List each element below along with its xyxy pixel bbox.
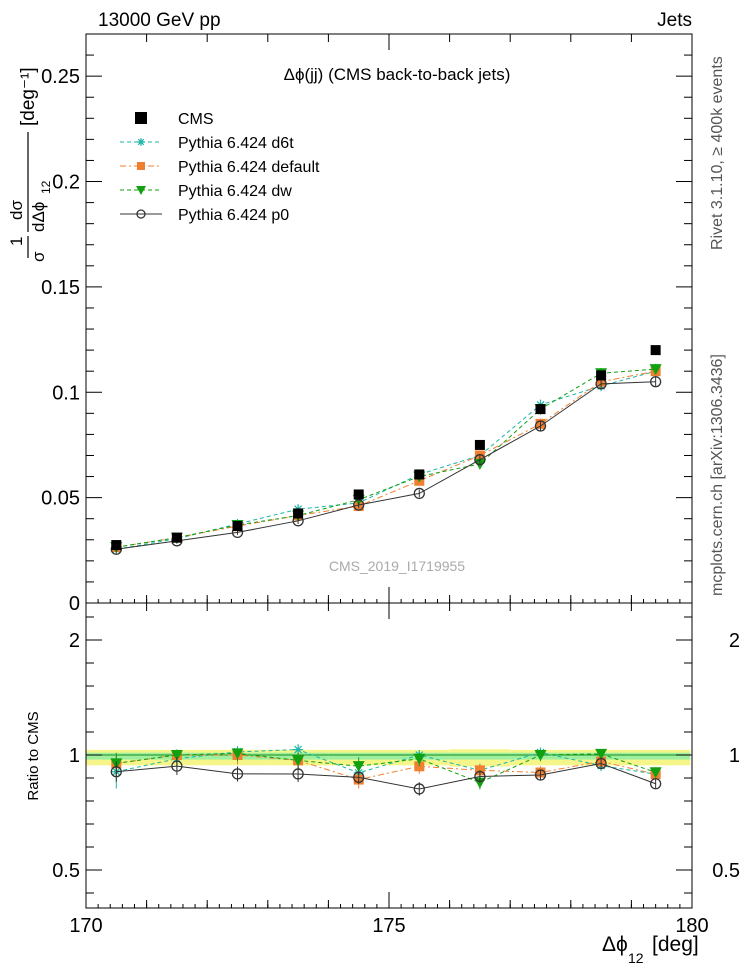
x-tick-label: 175 [372, 915, 405, 937]
ratio-point-pythia-6-424-p0 [292, 768, 304, 780]
ratio-line-pythia-6-424-dw [116, 752, 656, 784]
xlabel-sub: 12 [628, 950, 644, 966]
ratio-line-pythia-6-424-p0 [116, 763, 656, 790]
series-point-pythia-6-424-dw [649, 364, 662, 376]
ratio-band-inner [628, 752, 691, 760]
analysis-watermark: CMS_2019_I1719955 [329, 558, 465, 574]
header-left: 13000 GeV pp [98, 10, 221, 31]
ratio-point-pythia-6-424-p0 [595, 757, 607, 770]
header-right: Jets [657, 10, 692, 31]
ratio-tick-label-right: 2 [729, 630, 740, 652]
legend-label: Pythia 6.424 default [178, 159, 320, 176]
cms-data-point [171, 532, 182, 543]
cms-data-point [232, 521, 243, 532]
ratio-point-pythia-6-424-p0 [231, 768, 244, 780]
ratio-point-pythia-6-424-p0 [171, 760, 183, 772]
y-tick-label: 0.25 [41, 66, 80, 88]
series-point-pythia-6-424-p0 [649, 376, 662, 388]
ratio-band-inner [449, 752, 511, 760]
y-tick-label: 0.15 [41, 277, 80, 299]
ylabel-ddphi: dΔϕ [29, 202, 48, 232]
ratio-point-pythia-6-424-p0 [474, 770, 486, 783]
ylabel-dsigma: dσ [7, 200, 26, 220]
ratio-point-pythia-6-424-dw [413, 753, 426, 765]
mcplots-label: mcplots.cern.ch [arXiv:1306.3436] [709, 354, 726, 596]
ratio-point-pythia-6-424-dw [649, 767, 662, 779]
ratio-tick-label-right: 1 [729, 745, 740, 767]
cms-data-point [596, 370, 607, 381]
legend-marker [135, 112, 147, 124]
legend-marker [136, 209, 146, 219]
series-line-pythia-6-424-default [116, 370, 656, 548]
ratio-point-pythia-6-424-dw [170, 750, 183, 761]
x-axis-label: Δϕ 12 [deg] [602, 933, 699, 966]
ratio-point-pythia-6-424-p0 [353, 771, 365, 783]
series-line-pythia-6-424-dw [116, 368, 656, 548]
series-point-pythia-6-424-p0 [413, 487, 425, 500]
y-tick-label: 0.05 [41, 488, 80, 510]
ratio-point-pythia-6-424-dw [595, 748, 608, 760]
legend-label: Pythia 6.424 dw [178, 183, 292, 200]
legend-marker [136, 186, 146, 195]
main-plot-frame [85, 33, 693, 604]
chart-title: Δϕ(jj) (CMS back-to-back jets) [284, 65, 511, 84]
series-line-pythia-6-424-p0 [116, 381, 656, 550]
xlabel-unit: [deg] [652, 933, 699, 956]
xlabel-main: Δϕ [602, 933, 628, 956]
ratio-point-pythia-6-424-p0 [413, 783, 425, 795]
ratio-tick-label: 0.5 [52, 860, 80, 882]
cms-data-point [111, 540, 122, 551]
series-point-pythia-6-424-p0 [534, 420, 547, 432]
series-point-pythia-6-424-p0 [353, 499, 365, 511]
ratio-ylabel: Ratio to CMS [25, 711, 42, 800]
series-line-pythia-6-424-d6t [116, 370, 656, 550]
cms-data-point [293, 508, 304, 519]
x-tick-label: 170 [69, 915, 102, 937]
y-tick-label: 0.1 [52, 382, 80, 404]
series-point-pythia-6-424-p0 [474, 454, 486, 466]
ratio-point-pythia-6-424-dw [352, 761, 365, 773]
cms-data-point [535, 404, 546, 415]
y-tick-label: 0 [69, 593, 80, 615]
cms-data-point [474, 439, 485, 450]
ratio-tick-label: 1 [69, 745, 80, 767]
ratio-tick-label-right: 0.5 [712, 860, 740, 882]
cms-data-point [650, 345, 661, 356]
y-tick-label: 0.2 [52, 172, 80, 194]
ylabel-sub: 12 [39, 180, 53, 194]
legend-marker [137, 138, 145, 146]
cms-data-point [414, 469, 425, 480]
ratio-point-pythia-6-424-dw [231, 748, 244, 760]
ratio-point-pythia-6-424-dw [534, 750, 547, 761]
ylabel-one: 1 [7, 237, 26, 246]
ratio-line-pythia-6-424-d6t [116, 749, 656, 775]
cms-data-point [353, 489, 364, 500]
ratio-point-pythia-6-424-p0 [534, 769, 547, 781]
ratio-point-pythia-6-424-dw [292, 755, 305, 767]
legend-label: Pythia 6.424 d6t [178, 135, 294, 152]
x-tick-label: 180 [675, 915, 708, 937]
main-ylabel-fancy: 1 σ dσ dΔϕ 12 [deg⁻¹] [7, 67, 53, 262]
ratio-tick-label: 2 [69, 630, 80, 652]
ylabel-sigma: σ [29, 251, 48, 262]
ylabel-unit: [deg⁻¹] [18, 67, 39, 126]
ratio-band-inner [328, 752, 389, 760]
legend-label: Pythia 6.424 p0 [178, 207, 289, 224]
legend-label: CMS [178, 111, 214, 128]
ratio-point-pythia-6-424-p0 [649, 778, 662, 790]
rivet-label: Rivet 3.1.10, ≥ 400k events [709, 56, 726, 250]
ratio-point-pythia-6-424-d6t [293, 744, 304, 755]
legend-marker [137, 162, 145, 170]
legend: CMS Pythia 6.424 d6t Pythia 6.424 default P… [120, 111, 320, 224]
ratio-point-pythia-6-424-p0 [110, 766, 122, 778]
